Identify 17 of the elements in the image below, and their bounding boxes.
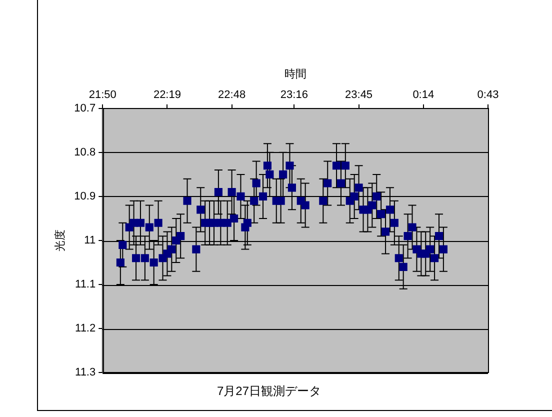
x-tick-label: 22:19 xyxy=(153,88,181,101)
x-tick-label: 0:14 xyxy=(412,88,434,101)
x-tick-label: 21:50 xyxy=(88,88,116,101)
x-tick-label: 22:48 xyxy=(218,88,246,101)
x-tick-label: 23:45 xyxy=(345,88,373,101)
y-tick-label: 11 xyxy=(84,234,96,247)
y-axis-title: 光度 xyxy=(54,230,67,252)
y-tick-label: 10.8 xyxy=(74,146,96,158)
y-tick-label: 11.1 xyxy=(75,278,96,291)
y-tick-label: 11.2 xyxy=(75,322,96,335)
x-axis-title: 時間 xyxy=(284,68,306,81)
x-tick-label: 23:16 xyxy=(280,88,308,101)
text: 7月27日観測データ xyxy=(216,384,322,398)
y-tick-label: 10.7 xyxy=(74,102,96,114)
y-tick-label: 10.9 xyxy=(74,190,96,202)
y-tick-label: 11.3 xyxy=(75,366,96,379)
x-tick-label: 0:43 xyxy=(477,88,499,101)
